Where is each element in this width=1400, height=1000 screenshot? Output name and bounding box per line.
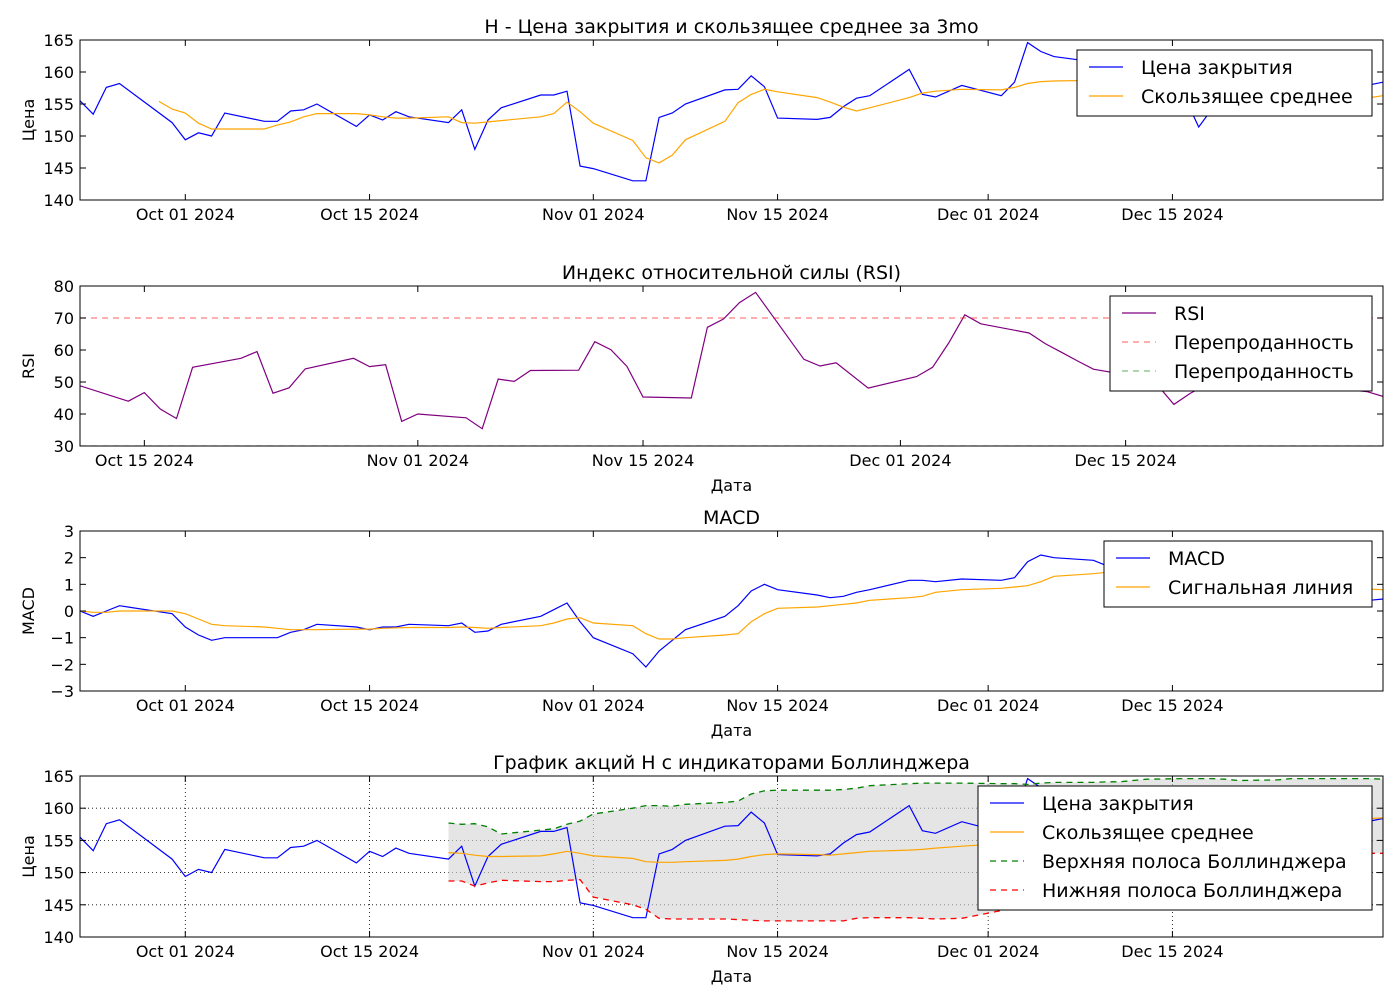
x-tick-label: Nov 15 2024 [726, 942, 828, 961]
y-tick-label: 165 [43, 767, 74, 786]
legend: Цена закрытия Скользящее среднее [1076, 49, 1373, 117]
y-tick-label: 30 [54, 437, 74, 456]
y-tick-label: 50 [54, 373, 74, 392]
x-tick-label: Dec 15 2024 [1121, 696, 1223, 715]
x-tick-label: Nov 01 2024 [542, 942, 644, 961]
legend-box [977, 785, 1373, 911]
y-tick-label: 80 [54, 277, 74, 296]
x-tick-label: Nov 01 2024 [542, 696, 644, 715]
y-tick-label: 165 [43, 31, 74, 50]
y-tick-label: 155 [43, 95, 74, 114]
axes-frame [79, 775, 1384, 938]
x-tick-label: Dec 15 2024 [1075, 451, 1177, 470]
x-tick-label: Oct 01 2024 [136, 205, 235, 224]
chart-title: MACD [703, 507, 760, 529]
chart-panel-4: 140 145 150 155 160 165 Oct 01 2024 Oct 15 2024… [19, 752, 1384, 986]
y-tick-label: 140 [43, 928, 74, 947]
legend-label: Перепроданность [1174, 361, 1354, 383]
x-tick-label: Dec 01 2024 [849, 451, 951, 470]
legend-label: Цена закрытия [1141, 57, 1293, 79]
x-tick-label: Dec 01 2024 [937, 942, 1039, 961]
legend-label: Сигнальная линия [1168, 577, 1353, 599]
legend-label: Цена закрытия [1042, 793, 1194, 815]
chart-title: Индекс относительной силы (RSI) [562, 262, 901, 284]
x-tick-label: Oct 01 2024 [136, 696, 235, 715]
chart-title: График акций H с индикаторами Боллинджер… [493, 752, 970, 774]
x-tick-label: Nov 15 2024 [726, 205, 828, 224]
x-tick-label: Nov 15 2024 [726, 696, 828, 715]
legend-label: Верхняя полоса Боллинджера [1042, 851, 1347, 873]
x-tick-label: Oct 15 2024 [320, 942, 419, 961]
y-tick-label: 70 [54, 309, 74, 328]
chart-panel-1: 140 145 150 155 160 165 Oct 01 2024 Oct 15 2024… [19, 16, 1384, 224]
y-axis-label: RSI [19, 353, 38, 379]
y-tick-label: 145 [43, 159, 74, 178]
legend: RSI Перепроданность Перепроданность [1109, 295, 1373, 392]
y-tick-label: 60 [54, 341, 74, 360]
y-axis-label: MACD [19, 587, 38, 635]
legend-label: Скользящее среднее [1141, 86, 1353, 108]
legend-label: MACD [1168, 548, 1225, 570]
y-tick-label: 145 [43, 896, 74, 915]
y-tick-label: 150 [43, 864, 74, 883]
x-tick-label: Dec 01 2024 [937, 205, 1039, 224]
y-tick-label: −3 [50, 682, 74, 701]
x-tick-label: Oct 15 2024 [95, 451, 194, 470]
y-tick-label: 2 [64, 549, 74, 568]
axes-frame [79, 39, 1384, 201]
legend-label: RSI [1174, 303, 1205, 325]
y-tick-label: −2 [50, 655, 74, 674]
legend-box [1109, 295, 1373, 392]
x-tick-label: Oct 15 2024 [320, 696, 419, 715]
y-axis-label: Цена [19, 835, 38, 878]
y-tick-label: −1 [50, 629, 74, 648]
x-axis-label: Дата [711, 967, 752, 986]
axes-frame [79, 285, 1384, 447]
y-tick-label: 1 [64, 575, 74, 594]
legend: Цена закрытия Скользящее среднее Верхняя п… [977, 785, 1373, 911]
x-tick-label: Nov 01 2024 [367, 451, 469, 470]
x-tick-label: Dec 15 2024 [1121, 942, 1223, 961]
x-tick-label: Dec 01 2024 [937, 696, 1039, 715]
legend-box [1103, 540, 1373, 608]
y-tick-label: 0 [64, 602, 74, 621]
y-tick-label: 40 [54, 405, 74, 424]
legend-label: Скользящее среднее [1042, 822, 1254, 844]
x-tick-label: Dec 15 2024 [1121, 205, 1223, 224]
chart-panel-2: 30 40 50 60 70 80 Oct 15 2024 Nov 01 2024 Nov 15… [19, 262, 1384, 495]
x-axis-label: Дата [711, 721, 752, 740]
chart-panel-3: −3 −2 −1 0 1 2 3 Oct 01 2024 Oct 15 2024 Nov 01 2… [19, 507, 1384, 740]
y-tick-label: 150 [43, 127, 74, 146]
legend-box [1076, 49, 1373, 117]
y-axis-label: Цена [19, 99, 38, 142]
x-tick-label: Nov 15 2024 [592, 451, 694, 470]
y-tick-label: 155 [43, 831, 74, 850]
legend-label: Нижняя полоса Боллинджера [1042, 880, 1342, 902]
x-tick-label: Oct 01 2024 [136, 942, 235, 961]
y-tick-label: 160 [43, 799, 74, 818]
x-tick-label: Oct 15 2024 [320, 205, 419, 224]
y-tick-label: 160 [43, 63, 74, 82]
legend: MACD Сигнальная линия [1103, 540, 1373, 608]
x-axis-label: Дата [711, 476, 752, 495]
y-tick-label: 3 [64, 522, 74, 541]
legend-label: Перепроданность [1174, 332, 1354, 354]
chart-title: H - Цена закрытия и скользящее среднее з… [484, 16, 978, 38]
x-tick-label: Nov 01 2024 [542, 205, 644, 224]
y-tick-label: 140 [43, 191, 74, 210]
series-line-3 [448, 777, 1383, 835]
